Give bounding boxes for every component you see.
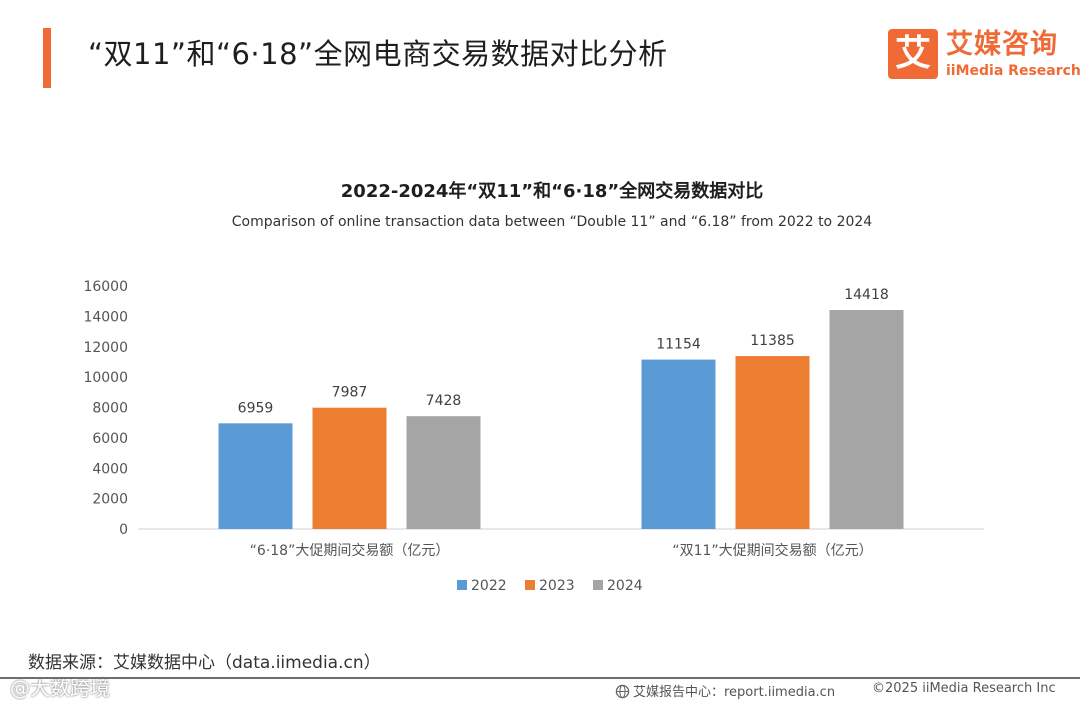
- logo-english-name: iiMedia Research: [946, 63, 1080, 79]
- bar-2023: [312, 407, 387, 529]
- bar-2023: [735, 356, 810, 529]
- legend-swatch-2024: [593, 580, 603, 590]
- legend-label: 2024: [607, 578, 643, 594]
- data-source: 数据来源：艾媒数据中心（data.iimedia.cn）: [28, 653, 381, 673]
- chart-subtitle: Comparison of online transaction data be…: [232, 214, 873, 230]
- y-tick-label: 14000: [83, 309, 128, 325]
- page-title: “双11”和“6·18”全网电商交易数据对比分析: [88, 37, 668, 71]
- y-tick-label: 12000: [83, 340, 128, 356]
- legend-label: 2023: [539, 578, 575, 594]
- bar-value-label: 11154: [656, 337, 701, 353]
- bar-2022: [218, 423, 293, 529]
- bar-value-label: 7428: [426, 393, 462, 409]
- y-tick-label: 4000: [92, 461, 128, 477]
- bar-value-label: 14418: [844, 287, 889, 303]
- y-tick-label: 16000: [83, 279, 128, 295]
- chart-title: 2022-2024年“双11”和“6·18”全网交易数据对比: [341, 180, 763, 202]
- legend-swatch-2023: [525, 580, 535, 590]
- legend-label: 2022: [471, 578, 507, 594]
- logo-mark: 艾: [888, 29, 938, 79]
- bar-2024: [829, 310, 904, 529]
- y-tick-label: 6000: [92, 431, 128, 447]
- y-tick-label: 0: [119, 522, 128, 538]
- bar-chart: 2022-2024年“双11”和“6·18”全网交易数据对比 Comparison…: [83, 180, 984, 594]
- globe-icon: [615, 684, 630, 699]
- legend-swatch-2022: [457, 580, 467, 590]
- x-category-label: “双11”大促期间交易额（亿元）: [672, 542, 872, 559]
- y-tick-label: 2000: [92, 492, 128, 508]
- bar-value-label: 6959: [238, 400, 274, 416]
- bar-2022: [641, 359, 716, 529]
- title-accent-bar: [43, 28, 51, 88]
- bar-2024: [406, 416, 481, 529]
- bar-value-label: 7987: [332, 385, 368, 401]
- y-tick-label: 8000: [92, 401, 128, 417]
- iimedia-logo: 艾 艾媒咨询 iiMedia Research: [888, 29, 1080, 81]
- bar-value-label: 11385: [750, 333, 795, 349]
- copyright: ©2025 iiMedia Research Inc: [872, 681, 1056, 696]
- report-site-text: 艾媒报告中心：report.iimedia.cn: [633, 685, 836, 700]
- logo-name: 艾媒咨询: [946, 29, 1058, 60]
- report-site[interactable]: 艾媒报告中心：report.iimedia.cn: [615, 681, 835, 700]
- footer-divider: [0, 677, 1080, 679]
- watermark: @大数跨境: [10, 676, 110, 700]
- y-tick-label: 10000: [83, 370, 128, 386]
- x-category-label: “6·18”大促期间交易额（亿元）: [250, 542, 450, 559]
